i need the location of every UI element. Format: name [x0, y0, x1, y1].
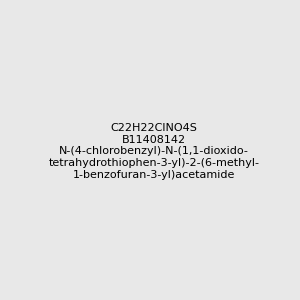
Text: C22H22ClNO4S
B11408142
N-(4-chlorobenzyl)-N-(1,1-dioxido-
tetrahydrothiophen-3-y: C22H22ClNO4S B11408142 N-(4-chlorobenzyl… [48, 123, 259, 180]
